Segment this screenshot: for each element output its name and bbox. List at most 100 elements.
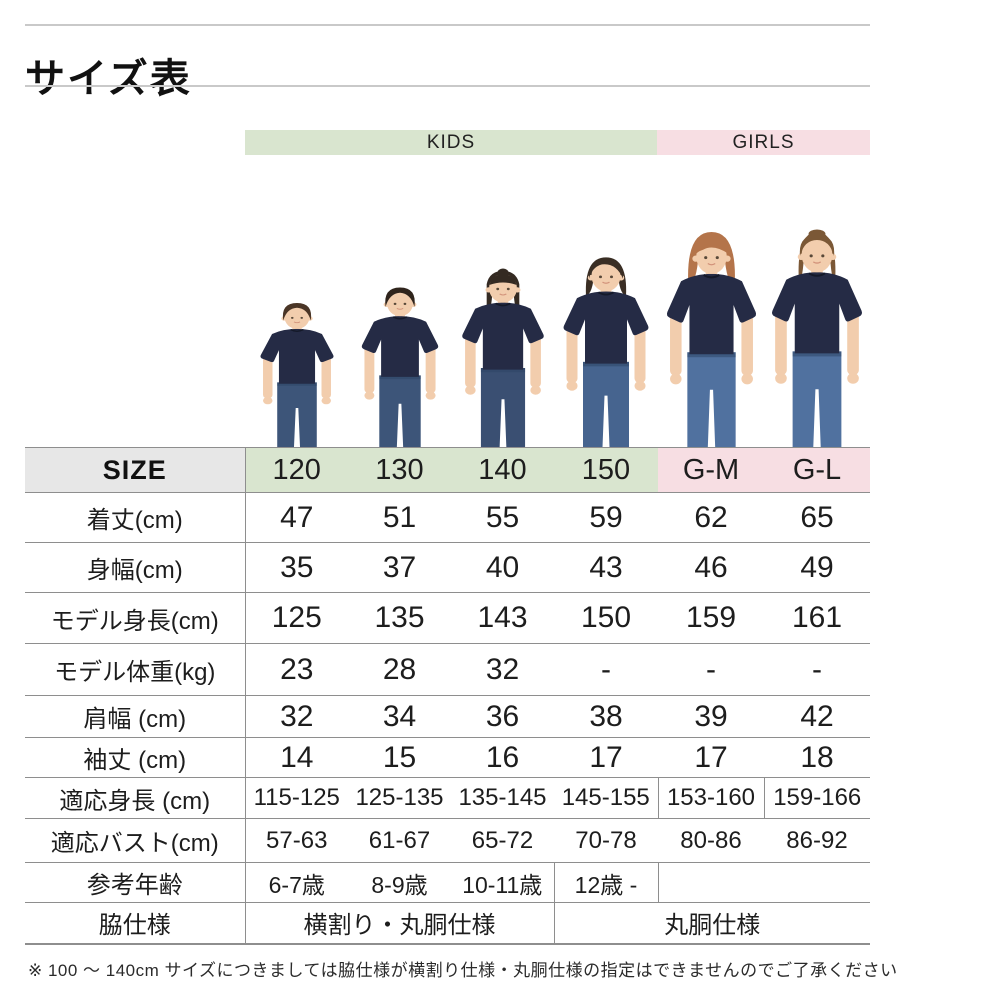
table-cell: 28 [382, 652, 417, 686]
table-cell: 61-67 [368, 826, 431, 854]
table-cell [658, 863, 870, 903]
model-photo-G-M [666, 231, 756, 447]
table-cell: 42 [800, 699, 834, 733]
table-cell: 125 [271, 601, 322, 634]
table-cell: - [812, 652, 822, 686]
column-header-G-L: G-L [764, 447, 870, 493]
table-cell: 43 [589, 550, 623, 584]
table-cell: 125-135 [355, 784, 444, 811]
table-cell: 135-145 [458, 784, 547, 811]
table-cell: 35 [280, 550, 314, 584]
row-label: 肩幅 (cm) [25, 695, 246, 738]
table-row: 袖丈 (cm) 14 15 16 17 17 18 [25, 737, 870, 778]
table-cell: 17 [589, 740, 623, 774]
table-cell: 161 [791, 601, 843, 634]
model-photos [245, 157, 870, 447]
table-cell: 6-7歳 [268, 871, 325, 898]
table-row: モデル体重(kg) 23 28 32 - - - [25, 643, 870, 696]
kids-band: KIDS [245, 130, 657, 155]
girls-band: GIRLS [657, 130, 870, 155]
column-header-G-M: G-M [658, 447, 764, 493]
table-cell: 37 [382, 550, 417, 584]
table-cell: 39 [694, 699, 728, 733]
footnote: ※ 100 〜 140cm サイズにつきましては脇仕様が横割り仕様・丸胴仕様の指… [28, 961, 898, 980]
model-photo-slot [451, 157, 554, 447]
table-cell: 65 [800, 500, 834, 534]
row-label: 着丈(cm) [25, 492, 246, 543]
table-cell: 横割り・丸胴仕様 [303, 912, 496, 940]
row-label: モデル身長(cm) [25, 592, 246, 644]
table-cell: 18 [800, 740, 834, 774]
column-header-120: 120 [245, 447, 348, 493]
table-cell: - [706, 652, 716, 686]
page-title: サイズ表 [25, 56, 192, 101]
row-label: 袖丈 (cm) [25, 737, 246, 778]
table-row: 脇仕様 横割り・丸胴仕様 丸胴仕様 [25, 902, 870, 944]
row-label: 適応身長 (cm) [25, 777, 246, 819]
row-label: モデル体重(kg) [25, 643, 246, 696]
title-top-divider [25, 24, 870, 26]
row-label: 脇仕様 [25, 902, 246, 944]
table-row: 参考年齢 6-7歳 8-9歳 10-11歳 12歳 - [25, 862, 870, 903]
table-cell: 80-86 [680, 826, 742, 854]
column-header-140: 140 [451, 447, 554, 493]
table-cell: 159-166 [763, 777, 870, 819]
table-cell: 23 [280, 652, 314, 686]
table-cell: 59 [589, 500, 623, 534]
table-cell: 49 [800, 550, 834, 584]
table-cell: 38 [589, 699, 623, 733]
table-cell: 135 [374, 601, 425, 634]
table-cell: 86-92 [786, 826, 848, 854]
row-label: 身幅(cm) [25, 542, 246, 593]
table-cell: 159 [685, 601, 737, 634]
table-cell: 14 [280, 740, 314, 774]
model-photo-slot [554, 157, 658, 447]
model-photo-130 [361, 287, 438, 447]
table-row: 着丈(cm) 47 51 55 59 62 65 [25, 492, 870, 543]
row-label: 適応バスト(cm) [25, 818, 246, 863]
title-bottom-divider [25, 85, 870, 87]
table-cell: 65-72 [471, 826, 534, 854]
table-cell: 115-125 [253, 784, 340, 811]
size-header-label: SIZE [25, 447, 246, 493]
table-cell: 32 [485, 652, 520, 686]
table-cell: 46 [694, 550, 728, 584]
model-photo-slot [245, 157, 348, 447]
table-cell: 15 [382, 740, 417, 774]
table-row: 肩幅 (cm) 32 34 36 38 39 42 [25, 695, 870, 738]
column-header-150: 150 [554, 447, 658, 493]
table-cell: 57-63 [266, 826, 328, 854]
table-row: 身幅(cm) 35 37 40 43 46 49 [25, 542, 870, 593]
model-photo-G-L [772, 229, 862, 447]
table-cell: 70-78 [575, 826, 637, 854]
girls-band-label: GIRLS [732, 131, 795, 153]
table-cell: 153-160 [657, 777, 764, 819]
table-cell: 8-9歳 [371, 871, 428, 898]
row-label: 参考年齢 [25, 862, 246, 903]
model-photo-120 [259, 303, 334, 447]
table-row: 適応バスト(cm) 57-63 61-67 65-72 70-78 80-86 86-92 [25, 818, 870, 863]
table-cell: 32 [280, 699, 314, 733]
table-cell: 10-11歳 [462, 871, 543, 898]
table-cell: 36 [485, 699, 520, 733]
table-cell: 62 [694, 500, 728, 534]
table-cell: 12歳 - [553, 862, 659, 903]
model-photo-slot [658, 157, 764, 447]
table-cell: 16 [485, 740, 520, 774]
column-header-130: 130 [348, 447, 451, 493]
table-cell: 55 [485, 500, 520, 534]
model-photo-150 [563, 257, 649, 447]
table-row: モデル身長(cm) 125 135 143 150 159 161 [25, 592, 870, 644]
table-cell: 143 [477, 601, 528, 634]
table-cell: 47 [280, 500, 314, 534]
size-table: SIZE 120 130 140 150 G-M G-L 着丈(cm) 47 51 55 59 62… [25, 447, 870, 945]
table-cell: 17 [694, 740, 728, 774]
model-photo-slot [348, 157, 451, 447]
table-cell: 145-155 [561, 784, 650, 811]
table-cell: 150 [580, 601, 632, 634]
table-row: 適応身長 (cm) 115-125 125-135 135-145 145-155 153… [25, 777, 870, 819]
model-photo-140 [461, 268, 544, 447]
size-header-row: SIZE 120 130 140 150 G-M G-L [25, 447, 870, 493]
model-photo-slot [764, 157, 870, 447]
